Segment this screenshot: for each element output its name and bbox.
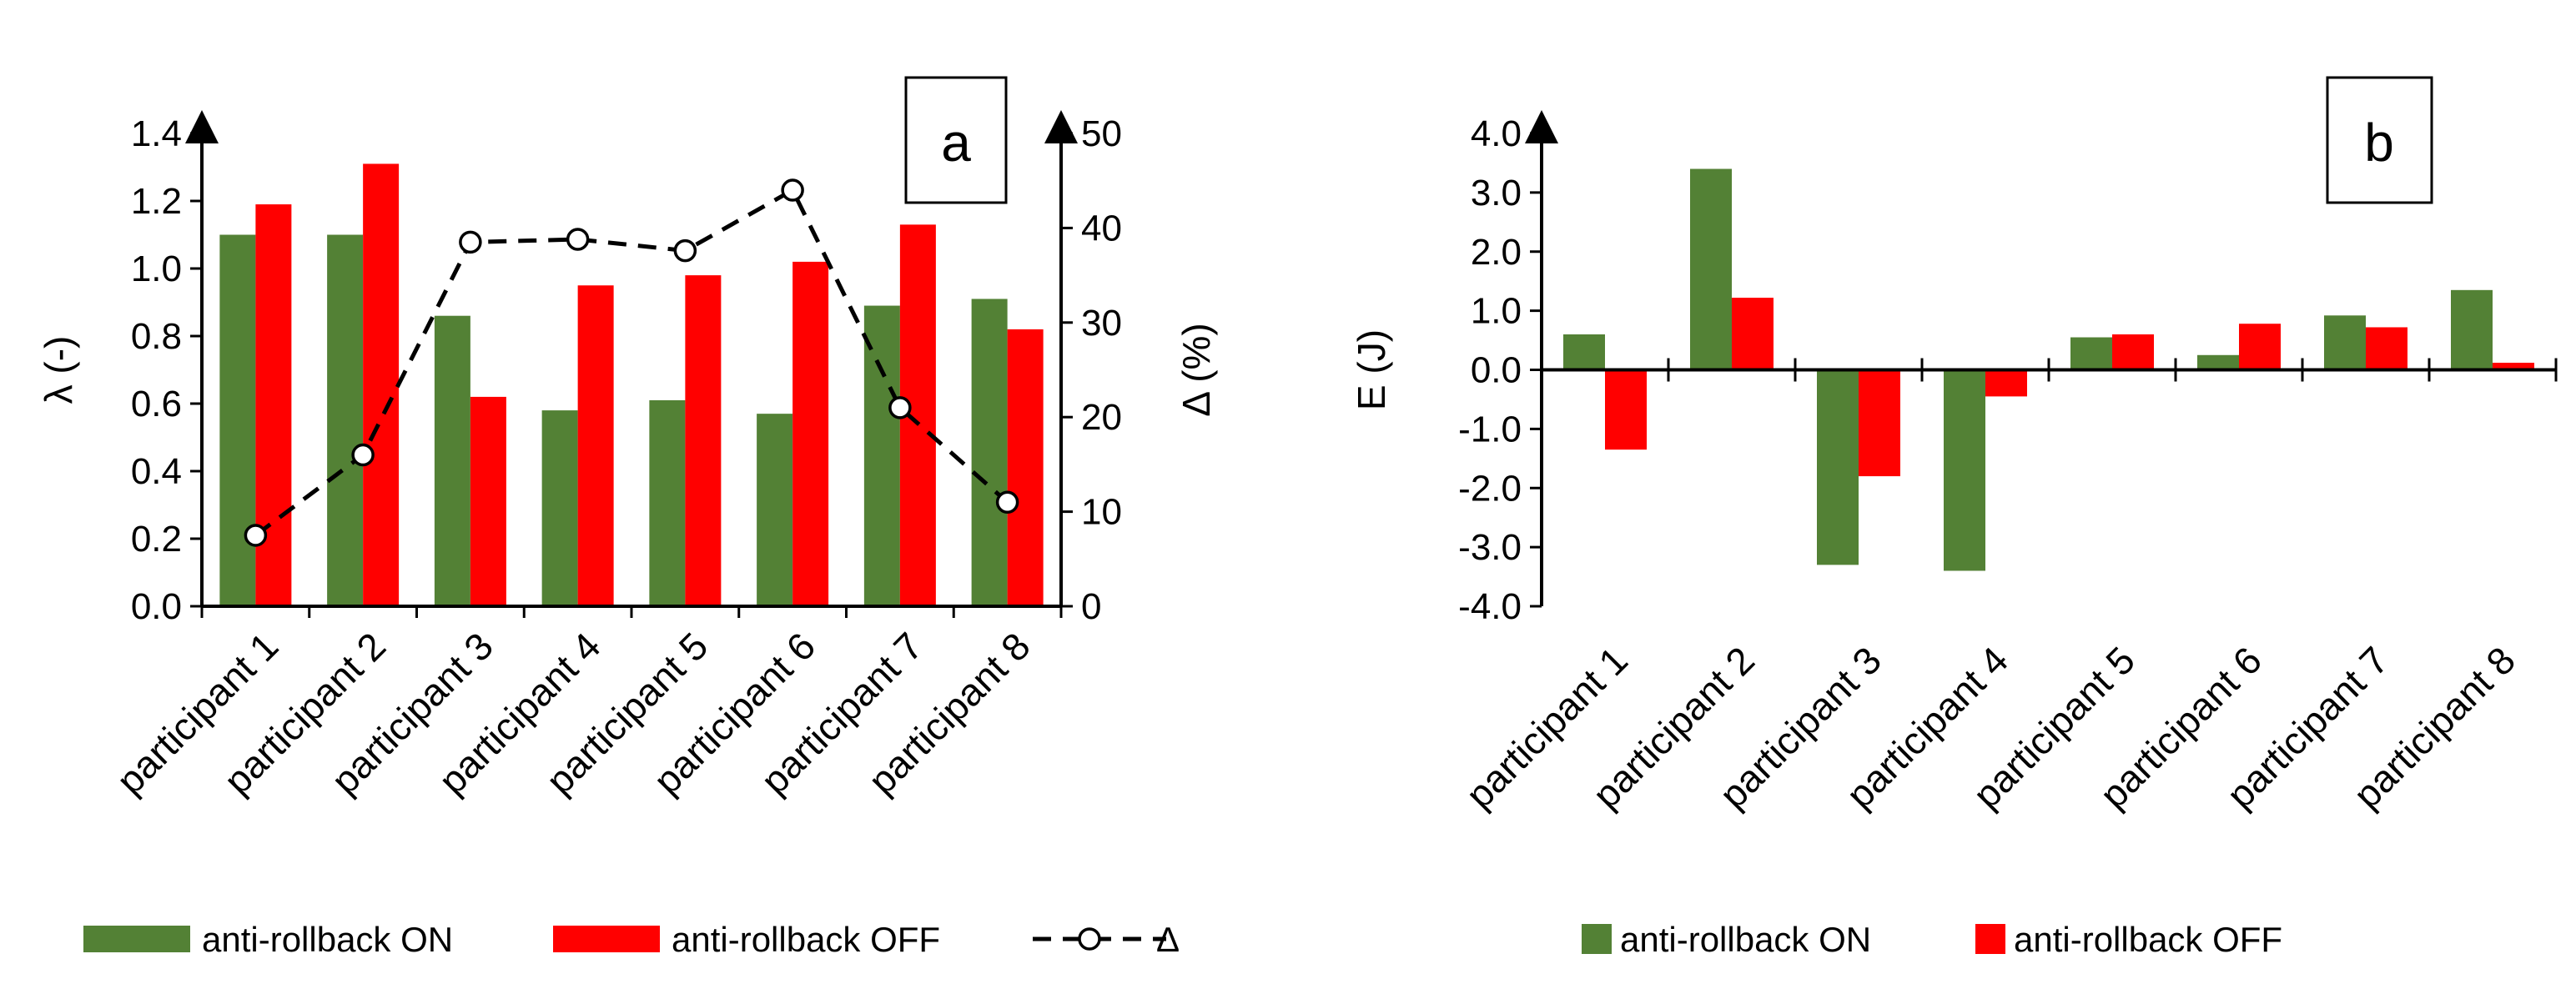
y-tick-label: 0.4 bbox=[131, 451, 182, 492]
bar-on-2 bbox=[327, 234, 364, 606]
bar-off-6 bbox=[792, 261, 829, 606]
legend-swatch-off bbox=[553, 926, 660, 952]
bar-on-7 bbox=[2324, 315, 2366, 370]
panel-label-box bbox=[2326, 76, 2433, 204]
panel-label-box bbox=[904, 76, 1008, 204]
chart-panel-a: 0.0 0.2 0.4 0.6 0.8 1.0 1.2 1.4 λ (-) 0 10 20 30 40 50… bbox=[37, 76, 1218, 959]
delta-point-4 bbox=[566, 228, 590, 251]
bar-off-3 bbox=[470, 396, 506, 606]
bar-off-3 bbox=[1859, 369, 1900, 477]
bar-on-7 bbox=[863, 305, 900, 606]
y-tick-label: 1.4 bbox=[131, 113, 182, 154]
y-tick-label: 4.0 bbox=[1471, 113, 1522, 154]
y-tick-label: 3.0 bbox=[1471, 173, 1522, 213]
bar-on-1 bbox=[1563, 334, 1605, 370]
y-tick-label: 1.0 bbox=[1471, 291, 1522, 332]
legend-label-off: anti-rollback OFF bbox=[672, 920, 940, 959]
y-tick-label: -3.0 bbox=[1458, 527, 1522, 568]
bar-off-7 bbox=[2366, 327, 2407, 370]
bar-on-4 bbox=[541, 410, 578, 606]
y-tick-label: 0.8 bbox=[131, 316, 182, 357]
chart-panel-b: -4.0-3.0-2.0-1.00.01.02.03.04.0E (J)part… bbox=[1350, 76, 2558, 959]
bar-on-5 bbox=[649, 399, 686, 606]
y-tick-label: 1.2 bbox=[131, 181, 182, 222]
y-tick-label: 0.0 bbox=[1471, 350, 1522, 391]
legend-swatch-on bbox=[83, 926, 190, 952]
legend-swatch-on bbox=[1582, 924, 1612, 954]
bar-off-8 bbox=[2493, 362, 2534, 370]
y-tick-label: 0.6 bbox=[131, 384, 182, 424]
y2-tick-label: 10 bbox=[1081, 492, 1122, 533]
bar-on-6 bbox=[757, 414, 793, 606]
panel-label: b bbox=[2364, 113, 2394, 173]
legend-marker-delta bbox=[1078, 927, 1101, 951]
delta-point-6 bbox=[781, 178, 804, 202]
bar-off-8 bbox=[1007, 329, 1044, 606]
legend-label-on: anti-rollback ON bbox=[202, 920, 453, 959]
delta-point-7 bbox=[888, 396, 912, 419]
bar-on-4 bbox=[1944, 369, 1985, 571]
legend-swatch-off bbox=[1975, 924, 2005, 954]
bar-off-4 bbox=[1985, 369, 2027, 397]
bar-off-6 bbox=[2239, 324, 2281, 370]
bar-on-8 bbox=[2451, 289, 2493, 370]
bar-off-5 bbox=[685, 275, 722, 606]
delta-line bbox=[254, 187, 1009, 537]
bar-on-3 bbox=[1817, 369, 1859, 565]
y-axis-title: E (J) bbox=[1350, 329, 1393, 410]
y-tick-label: 1.0 bbox=[131, 249, 182, 289]
y2-tick-label: 0 bbox=[1081, 586, 1101, 627]
legend-label-on: anti-rollback ON bbox=[1620, 920, 1871, 959]
legend-label-delta: Δ bbox=[1156, 920, 1180, 959]
bar-off-5 bbox=[2112, 334, 2154, 370]
y-tick-label: 2.0 bbox=[1471, 232, 1522, 273]
delta-point-8 bbox=[995, 490, 1019, 515]
delta-point-5 bbox=[673, 238, 697, 263]
y-tick-label: 0.2 bbox=[131, 519, 182, 560]
y2-axis-title: Δ (%) bbox=[1175, 323, 1218, 417]
bar-off-4 bbox=[577, 285, 614, 606]
bar-off-2 bbox=[1732, 298, 1774, 370]
bar-on-2 bbox=[1690, 168, 1732, 370]
y-tick-label: 0.0 bbox=[131, 586, 182, 627]
delta-point-2 bbox=[351, 443, 375, 467]
legend-label-off: anti-rollback OFF bbox=[2014, 920, 2282, 959]
bar-on-3 bbox=[434, 315, 470, 606]
y2-tick-label: 50 bbox=[1081, 113, 1122, 154]
bar-off-1 bbox=[1605, 369, 1647, 450]
bar-on-1 bbox=[219, 234, 256, 606]
y2-tick-label: 30 bbox=[1081, 303, 1122, 344]
y-tick-label: -4.0 bbox=[1458, 586, 1522, 627]
bar-on-8 bbox=[971, 299, 1008, 606]
panel-label: a bbox=[941, 113, 971, 173]
delta-point-3 bbox=[459, 230, 482, 254]
bar-off-2 bbox=[363, 163, 400, 606]
y2-tick-label: 20 bbox=[1081, 397, 1122, 438]
y-axis-title: λ (-) bbox=[37, 336, 80, 404]
y-tick-label: -2.0 bbox=[1458, 468, 1522, 509]
bar-on-5 bbox=[2070, 337, 2112, 370]
bar-on-6 bbox=[2197, 354, 2239, 370]
bar-off-1 bbox=[255, 204, 292, 607]
delta-point-1 bbox=[244, 524, 268, 547]
y2-tick-label: 40 bbox=[1081, 208, 1122, 249]
y-tick-label: -1.0 bbox=[1458, 409, 1522, 449]
